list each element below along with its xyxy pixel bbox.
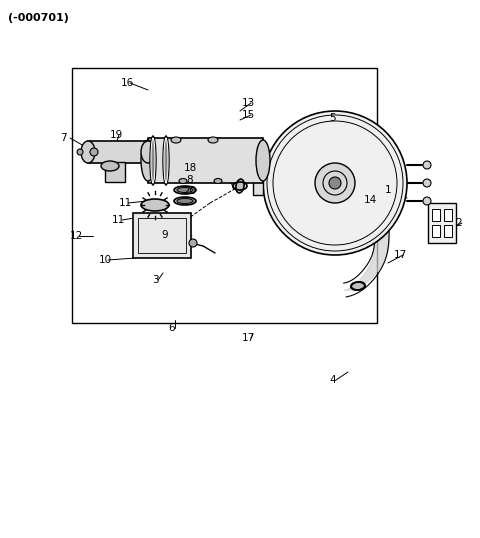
Circle shape [423, 197, 431, 205]
Bar [72, 68, 377, 323]
Bar [88, 141, 148, 163]
Bar [432, 209, 440, 221]
Circle shape [329, 177, 341, 189]
Bar [133, 213, 191, 258]
Bar [444, 209, 452, 221]
Text: 15: 15 [241, 110, 254, 120]
Text: 20: 20 [183, 186, 197, 196]
Ellipse shape [256, 140, 270, 181]
Bar [148, 138, 263, 183]
Text: 17: 17 [241, 333, 254, 343]
Ellipse shape [179, 179, 187, 183]
Ellipse shape [81, 141, 95, 163]
Circle shape [90, 148, 98, 156]
Bar [444, 225, 452, 237]
Ellipse shape [150, 136, 156, 185]
Ellipse shape [174, 186, 196, 194]
Text: (-000701): (-000701) [8, 13, 69, 23]
Circle shape [315, 163, 355, 203]
Ellipse shape [171, 137, 181, 143]
Text: 5: 5 [330, 113, 336, 123]
Circle shape [263, 111, 407, 255]
Text: 6: 6 [168, 323, 175, 333]
Ellipse shape [177, 199, 193, 203]
Text: 9: 9 [162, 230, 168, 240]
Text: 14: 14 [363, 195, 377, 205]
Text: 8: 8 [187, 175, 193, 185]
Ellipse shape [174, 197, 196, 205]
Text: 16: 16 [120, 78, 133, 88]
Ellipse shape [141, 140, 155, 181]
Text: 10: 10 [98, 255, 111, 265]
Circle shape [189, 239, 197, 247]
Ellipse shape [208, 137, 218, 143]
Text: 4: 4 [330, 375, 336, 385]
Ellipse shape [141, 199, 169, 211]
Text: 1: 1 [384, 185, 391, 195]
Ellipse shape [351, 282, 365, 290]
Ellipse shape [236, 179, 244, 193]
Circle shape [423, 179, 431, 187]
Text: 12: 12 [70, 231, 83, 241]
Bar [428, 203, 456, 243]
Text: 3: 3 [152, 275, 158, 285]
Text: 13: 13 [241, 98, 254, 108]
Ellipse shape [177, 188, 193, 193]
Circle shape [423, 161, 431, 169]
Text: 18: 18 [183, 163, 197, 173]
Bar [432, 225, 440, 237]
Ellipse shape [101, 161, 119, 171]
Text: 11: 11 [111, 215, 125, 225]
Bar [253, 171, 263, 195]
Circle shape [77, 149, 83, 155]
Text: 19: 19 [109, 130, 122, 140]
Text: 7: 7 [60, 133, 66, 143]
Text: 17: 17 [394, 250, 407, 260]
Bar [138, 218, 186, 253]
Ellipse shape [141, 141, 155, 163]
Text: 11: 11 [119, 198, 132, 208]
Text: 2: 2 [456, 218, 462, 228]
Bar [105, 162, 125, 182]
Ellipse shape [214, 179, 222, 183]
Ellipse shape [163, 136, 169, 185]
